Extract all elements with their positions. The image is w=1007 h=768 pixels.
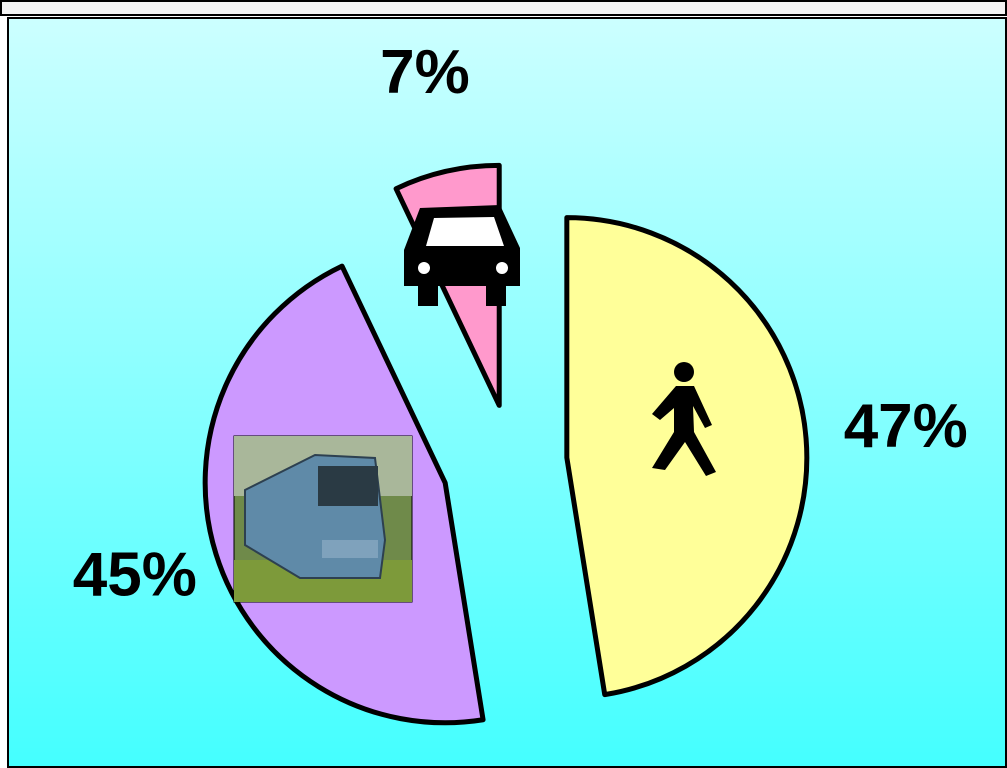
- data-label: 7%: [380, 38, 470, 107]
- top-strip: [0, 0, 1007, 16]
- car-icon: [404, 205, 520, 306]
- tram-photo: [233, 435, 413, 603]
- walker-icon: [652, 362, 716, 476]
- icons: [233, 205, 716, 603]
- data-label: 47%: [844, 392, 968, 461]
- pie-slice: [564, 215, 810, 698]
- plot-background: [7, 17, 1007, 768]
- data-label: 45%: [73, 541, 197, 610]
